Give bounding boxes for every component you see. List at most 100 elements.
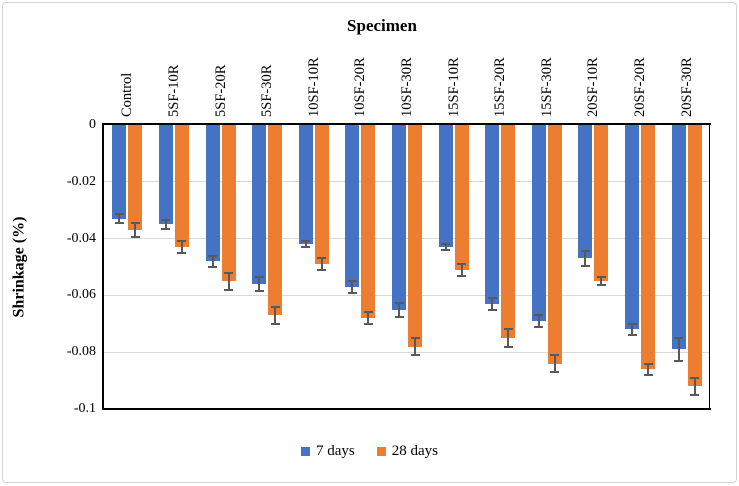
error-bar-cap bbox=[161, 227, 171, 230]
bar-7-days-Control bbox=[112, 125, 127, 219]
gridline bbox=[104, 181, 710, 183]
y-tick-label: 0 bbox=[89, 117, 96, 132]
error-bar-cap bbox=[441, 243, 451, 246]
category-label: 10SF-10R bbox=[305, 57, 322, 117]
error-bar-cap bbox=[130, 221, 140, 224]
bar-28-days-5SF-10R bbox=[174, 125, 189, 248]
error-bar bbox=[414, 338, 416, 356]
chart-title: Specimen bbox=[347, 16, 417, 35]
error-bar bbox=[164, 220, 167, 229]
bar-28-days-5SF-30R bbox=[268, 125, 283, 316]
y-axis-line bbox=[102, 123, 104, 410]
bar-28-days-15SF-20R bbox=[501, 125, 516, 338]
y-tick-label: -0.04 bbox=[66, 230, 96, 246]
error-bar-cap bbox=[177, 240, 187, 243]
category-label: 5SF-30R bbox=[259, 64, 276, 117]
error-bar-cap bbox=[254, 275, 264, 278]
error-bar-cap bbox=[534, 314, 544, 317]
bar-7-days-15SF-10R bbox=[438, 125, 453, 248]
error-bar bbox=[600, 276, 603, 286]
category-label: 20SF-10R bbox=[585, 57, 602, 117]
error-bar bbox=[118, 214, 121, 223]
error-bar-cap bbox=[347, 280, 357, 283]
error-bar bbox=[351, 281, 354, 293]
error-bar-cap bbox=[457, 263, 467, 266]
bar-7-days-10SF-20R bbox=[345, 125, 360, 287]
error-bar-cap bbox=[161, 219, 171, 222]
error-bar bbox=[211, 255, 214, 267]
error-bar-cap bbox=[224, 288, 234, 291]
error-bar bbox=[631, 323, 634, 336]
bar-7-days-20SF-20R bbox=[625, 125, 640, 330]
y-tick-label: -0.1 bbox=[73, 401, 96, 416]
error-bar-cap bbox=[457, 274, 467, 277]
error-bar-cap bbox=[580, 250, 590, 253]
error-bar-cap bbox=[410, 337, 420, 339]
error-bar-cap bbox=[580, 264, 590, 267]
error-bar bbox=[460, 264, 463, 276]
bar-7-days-15SF-20R bbox=[485, 125, 500, 304]
error-bar-cap bbox=[301, 246, 311, 249]
error-bar bbox=[693, 377, 696, 395]
plot-area bbox=[104, 125, 710, 409]
error-bar bbox=[320, 258, 323, 270]
error-bar-cap bbox=[550, 354, 560, 357]
error-bar-cap bbox=[114, 213, 124, 216]
error-bar-cap bbox=[503, 345, 513, 348]
error-bar bbox=[584, 251, 587, 266]
error-bar-cap bbox=[114, 221, 124, 224]
bar-7-days-10SF-10R bbox=[298, 125, 313, 245]
error-bar-cap bbox=[177, 251, 187, 254]
error-bar-cap bbox=[270, 305, 280, 308]
error-bar-cap bbox=[643, 373, 653, 376]
error-bar-cap bbox=[208, 254, 218, 257]
error-bar-cap bbox=[487, 297, 497, 300]
legend-swatch-28-days bbox=[376, 447, 386, 456]
bar-28-days-Control bbox=[128, 125, 143, 231]
bar-28-days-15SF-10R bbox=[454, 125, 469, 270]
error-bar-cap bbox=[643, 362, 653, 365]
error-bar-cap bbox=[674, 359, 684, 362]
error-bar-cap bbox=[363, 311, 373, 314]
legend-label-28-days: 28 days bbox=[391, 443, 438, 459]
error-bar-cap bbox=[503, 328, 513, 331]
error-bar-cap bbox=[627, 334, 637, 337]
bar-28-days-10SF-10R bbox=[314, 125, 329, 265]
error-bar-cap bbox=[441, 248, 451, 251]
error-bar bbox=[677, 338, 680, 361]
bar-7-days-15SF-30R bbox=[531, 125, 546, 321]
error-bar bbox=[491, 298, 494, 310]
error-bar bbox=[258, 276, 261, 292]
error-bar-cap bbox=[534, 325, 544, 328]
x-axis-zero-line bbox=[103, 123, 711, 125]
bar-28-days-20SF-20R bbox=[641, 125, 656, 370]
plot-bottom-border bbox=[103, 408, 711, 410]
error-bar-cap bbox=[627, 322, 637, 325]
category-label: 20SF-20R bbox=[632, 57, 649, 117]
error-bar bbox=[398, 302, 400, 317]
legend-label-7-days: 7 days bbox=[316, 443, 355, 459]
error-bar-cap bbox=[410, 354, 420, 357]
gridline bbox=[104, 351, 710, 353]
y-tick-label: -0.06 bbox=[66, 287, 96, 303]
gridline bbox=[104, 294, 710, 296]
bar-7-days-5SF-20R bbox=[205, 125, 220, 262]
bar-28-days-10SF-20R bbox=[361, 125, 376, 319]
error-bar-cap bbox=[487, 308, 497, 311]
error-bar-cap bbox=[317, 257, 327, 260]
error-bar-cap bbox=[394, 315, 404, 318]
category-label: 15SF-20R bbox=[492, 57, 509, 117]
error-bar bbox=[444, 244, 447, 250]
error-bar-cap bbox=[301, 240, 311, 243]
error-bar bbox=[553, 355, 556, 373]
bar-7-days-10SF-30R bbox=[392, 125, 406, 310]
category-label: 5SF-10R bbox=[165, 64, 182, 117]
error-bar-cap bbox=[363, 322, 373, 325]
bar-28-days-20SF-30R bbox=[687, 125, 702, 387]
legend: 7 days 28 days bbox=[0, 443, 739, 460]
error-bar-cap bbox=[394, 301, 404, 304]
error-bar-cap bbox=[270, 322, 280, 325]
error-bar bbox=[367, 312, 370, 324]
error-bar-cap bbox=[347, 291, 357, 294]
